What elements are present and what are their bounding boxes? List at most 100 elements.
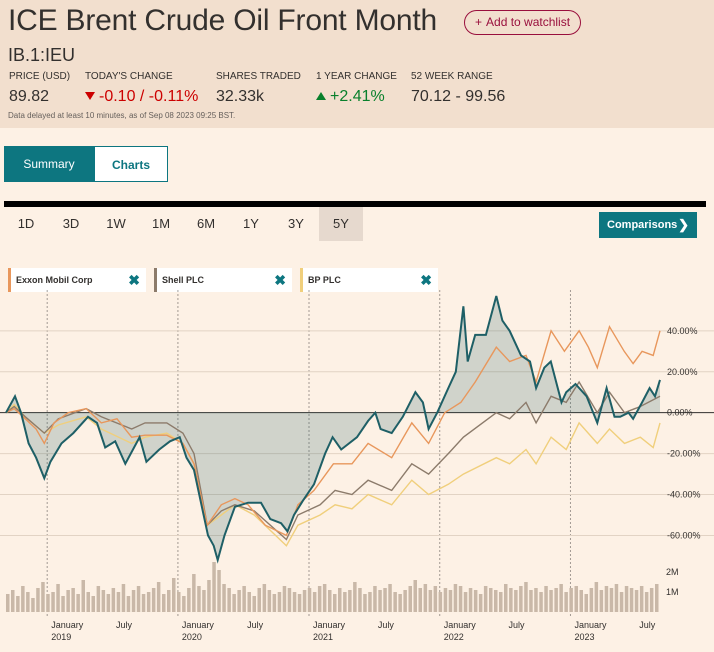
volume-bar [655,584,659,612]
volume-bar [252,596,256,612]
range-button-3y[interactable]: 3Y [288,216,304,231]
tab-charts[interactable]: Charts [94,146,168,182]
volume-bar [448,590,453,612]
volume-bar [494,590,498,612]
volume-bar [232,594,236,612]
x-tick-year: 2020 [182,632,202,642]
legend-item-shell: Shell PLC ✖ [154,268,292,292]
change-value: +2.41% [330,88,385,105]
volume-bar [322,584,327,612]
close-icon[interactable]: ✖ [128,272,140,288]
volume-bar [554,588,558,612]
volume-bar [56,584,60,612]
volume-bar [328,590,332,612]
volume-bar [584,594,588,612]
volume-bar [6,594,10,612]
volume-bar [262,584,267,612]
volume-bar [363,594,367,612]
range-button-1w[interactable]: 1W [106,216,126,231]
page-title: ICE Brent Crude Oil Front Month [8,4,437,37]
volume-bar [187,588,191,612]
range-button-1m[interactable]: 1M [151,216,171,231]
stat-value: 32.33k [216,88,265,105]
stat-value: +2.41% [316,88,397,106]
volume-bar [629,588,634,612]
volume-bar [609,588,614,612]
volume-bar [529,590,533,612]
volume-bar [519,586,523,612]
stat-price: PRICE (USD) 89.82 [9,71,70,106]
stat-label: 1 YEAR CHANGE [316,71,397,82]
volume-bar [549,590,553,612]
volume-bar [423,584,428,612]
volume-bar [559,584,563,612]
tab-summary[interactable]: Summary [4,146,94,182]
volume-bar [418,588,422,612]
volume-bar [443,588,448,612]
volume-bar [297,594,302,612]
volume-bar [31,598,35,612]
volume-bar [468,588,473,612]
volume-bar [383,588,387,612]
volume-bar [217,570,221,612]
volume-bar [564,592,568,612]
x-tick-year: 2023 [574,632,594,642]
volume-bar [539,592,543,612]
volume-bar [141,594,146,612]
volume-bar [26,592,30,612]
legend-item-bp: BP PLC ✖ [300,268,438,292]
stat-todays-change: TODAY'S CHANGE -0.10 / -0.11% [85,71,198,106]
arrow-up-icon [316,92,326,100]
volume-bar [302,590,307,612]
volume-bar [343,592,347,612]
volume-bar [438,592,443,612]
volume-bar [458,586,463,612]
legend-swatch [154,268,157,292]
series-line-exxon [5,324,661,537]
range-button-5y[interactable]: 5Y [319,207,363,241]
legend-label: BP PLC [308,275,341,285]
volume-bar [398,594,402,612]
legend-swatch [300,268,303,292]
volume-bar [267,590,272,612]
volume-bar [413,580,417,612]
arrow-down-icon [85,92,95,100]
stat-1-year-change: 1 YEAR CHANGE +2.41% [316,71,397,106]
volume-bar [51,592,55,612]
close-icon[interactable]: ✖ [274,272,286,288]
range-button-6m[interactable]: 6M [196,216,216,231]
volume-bar [177,592,181,612]
volume-bar [282,586,287,612]
range-button-3d[interactable]: 3D [62,216,80,231]
comparisons-label: Comparisons [607,219,678,231]
stat-label: 52 WEEK RANGE [411,71,493,82]
volume-bar [644,592,649,612]
volume-bar [333,594,337,612]
volume-bar [358,588,362,612]
volume-bar [509,588,513,612]
legend-swatch [8,268,11,292]
add-to-watchlist-button[interactable]: + Add to watchlist [464,10,582,35]
volume-bar [167,590,171,612]
close-icon[interactable]: ✖ [420,272,432,288]
volume-bar [338,588,342,612]
stat-value: 89.82 [9,88,50,105]
x-tick-label: July [378,620,395,630]
price-chart[interactable]: 40.00% 20.00% 0.00% -20.00% -40.00% -60.00% 2M… [0,290,714,650]
comparisons-button[interactable]: Comparisons ❯ [599,212,697,238]
volume-bar [453,584,458,612]
range-button-1y[interactable]: 1Y [243,216,259,231]
volume-bar [317,586,322,612]
volume-bar [634,590,639,612]
volume-bar [227,588,231,612]
volume-bar [162,594,166,612]
volume-bar [514,590,518,612]
range-button-1d[interactable]: 1D [17,216,35,231]
volume-bar [604,586,609,612]
legend-label: Exxon Mobil Corp [16,275,93,285]
main-series-area [6,296,660,560]
volume-bar [172,578,176,612]
quote-header: ICE Brent Crude Oil Front Month + Add to … [0,0,714,128]
x-tick-label: January [313,620,346,630]
stat-value: 70.12 - 99.56 [411,88,506,105]
